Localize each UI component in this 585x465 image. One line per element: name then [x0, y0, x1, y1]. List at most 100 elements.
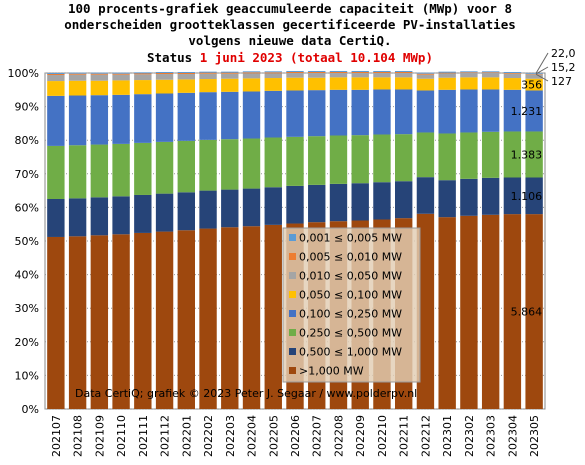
bar-segment — [155, 193, 174, 232]
legend-swatch — [289, 310, 296, 317]
chart-title: 100 procents-grafiek geaccumuleerde capa… — [68, 1, 512, 16]
bar-segment — [329, 70, 348, 72]
x-tick-label: 202302 — [463, 415, 476, 457]
bar-segment — [525, 78, 543, 91]
bar-segment — [329, 73, 348, 78]
bar-segment — [438, 73, 456, 78]
bar-segment — [481, 73, 500, 78]
bar-segment — [221, 73, 239, 79]
bar-segment — [351, 183, 369, 221]
x-tick-label: 202305 — [528, 415, 541, 457]
bar-segment — [112, 143, 130, 197]
credit: Data CertiQ; grafiek © 2023 Peter J. Seg… — [75, 387, 417, 400]
x-tick-label: 202201 — [180, 415, 193, 457]
bar-segment — [308, 70, 326, 72]
bar-segment — [395, 181, 413, 219]
bar-segment — [525, 177, 543, 215]
bar-segment — [68, 72, 87, 74]
status-line: Status 1 juni 2023 (totaal 10.104 MWp) — [147, 50, 433, 65]
bar-segment — [525, 90, 543, 132]
bar-segment — [264, 71, 282, 73]
bar-segment — [242, 78, 261, 92]
bar-segment — [221, 71, 239, 73]
bar-segment — [503, 73, 522, 74]
bar-segment — [221, 189, 239, 228]
bar-segment — [460, 178, 478, 216]
bar-segment — [47, 95, 65, 146]
bar-segment — [373, 134, 391, 183]
chart-title: volgens nieuwe data CertiQ. — [188, 33, 391, 48]
bar-segment — [373, 77, 391, 90]
label-leader — [535, 52, 549, 74]
bar-segment — [308, 71, 326, 73]
bar-segment — [177, 192, 195, 231]
x-tick-label: 202202 — [202, 415, 215, 457]
chart-title: onderscheiden grootteklassen gecertifice… — [64, 17, 516, 32]
bar-segment — [177, 71, 195, 73]
bar-segment — [373, 71, 391, 73]
bar-segment — [155, 141, 174, 194]
bar-segment — [47, 81, 65, 96]
bar-segment — [221, 72, 239, 74]
x-tick-label: 202204 — [246, 415, 259, 457]
last-bar-label: 127 — [551, 75, 572, 88]
bar-segment — [47, 199, 65, 237]
bar-segment — [221, 91, 239, 140]
bar-segment — [525, 74, 543, 79]
bar-segment — [329, 89, 348, 136]
bar-segment — [481, 72, 500, 73]
bar-segment — [155, 93, 174, 142]
bar-segment — [481, 71, 500, 73]
bar-segment — [90, 144, 109, 198]
bar-segment — [134, 142, 152, 195]
bar-segment — [416, 90, 435, 133]
bar-segment — [286, 71, 304, 73]
bar-segment — [242, 73, 261, 79]
bar-segment — [112, 94, 130, 144]
x-tick-label: 202210 — [376, 415, 389, 457]
bar-segment — [134, 72, 152, 74]
bar-segment — [177, 230, 195, 409]
bar-segment — [308, 184, 326, 223]
legend-label: >1,000 MW — [299, 365, 364, 378]
bar-segment — [47, 75, 65, 82]
bar-segment — [242, 71, 261, 73]
bar-segment — [264, 72, 282, 74]
y-tick-label: 60% — [15, 201, 39, 214]
last-bar-label: 15,2 — [551, 61, 576, 74]
bar-segment — [395, 73, 413, 78]
bar-segment — [242, 226, 261, 409]
bar-segment — [68, 236, 87, 409]
bar-segment — [155, 79, 174, 94]
x-tick-label: 202109 — [93, 415, 106, 457]
bar-segment — [481, 214, 500, 409]
legend-swatch — [289, 329, 296, 336]
bar-segment — [416, 78, 435, 91]
bar-segment — [286, 136, 304, 186]
bar-segment — [112, 74, 130, 81]
status-highlight: 1 juni 2023 (totaal 10.104 MWp) — [200, 50, 433, 65]
bar-segment — [438, 72, 456, 74]
bar-segment — [68, 73, 87, 75]
x-tick-label: 202301 — [441, 415, 454, 457]
bar-segment — [416, 213, 435, 409]
legend-swatch — [289, 253, 296, 260]
bar-segment — [68, 145, 87, 199]
bar-segment — [264, 73, 282, 79]
legend-label: 0,250 ≤ 0,500 MW — [299, 327, 402, 340]
status: Status — [147, 50, 192, 65]
legend-label: 0,500 ≤ 1,000 MW — [299, 346, 402, 359]
bar-segment — [264, 224, 282, 409]
bar-segment — [90, 235, 109, 409]
bar-segment — [329, 77, 348, 90]
bar-segment — [416, 177, 435, 214]
label-leader — [535, 73, 549, 82]
legend-swatch — [289, 291, 296, 298]
y-tick-label: 0% — [22, 403, 39, 416]
bar-segment — [221, 227, 239, 409]
bar-segment — [112, 73, 130, 75]
bar-segment — [438, 71, 456, 73]
bar-segment — [460, 73, 478, 78]
bar-segment — [308, 136, 326, 185]
bar-segment — [155, 73, 174, 75]
